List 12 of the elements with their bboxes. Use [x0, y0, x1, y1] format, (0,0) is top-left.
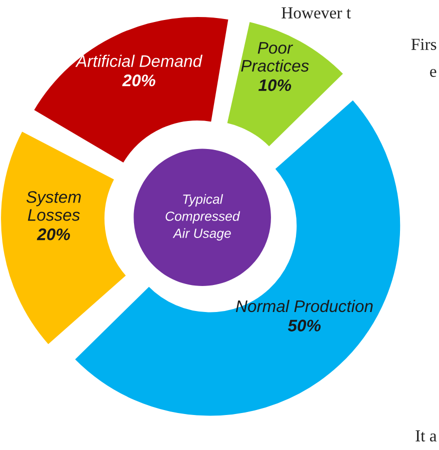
slice-label: Poor Practices	[241, 42, 309, 72]
text: It a	[416, 430, 437, 442]
text: However t	[282, 7, 351, 18]
data-label: 10%	[258, 79, 292, 92]
text: Typical Compressed Air Usage	[166, 194, 240, 241]
data-label: 50%	[288, 320, 321, 332]
text: Firs	[411, 38, 436, 50]
data-label: 20%	[122, 74, 156, 86]
slice-label: System Losses	[26, 191, 81, 221]
slice-label: Normal Production	[236, 300, 373, 312]
data-label: 20%	[36, 228, 70, 240]
text: e	[430, 68, 436, 77]
